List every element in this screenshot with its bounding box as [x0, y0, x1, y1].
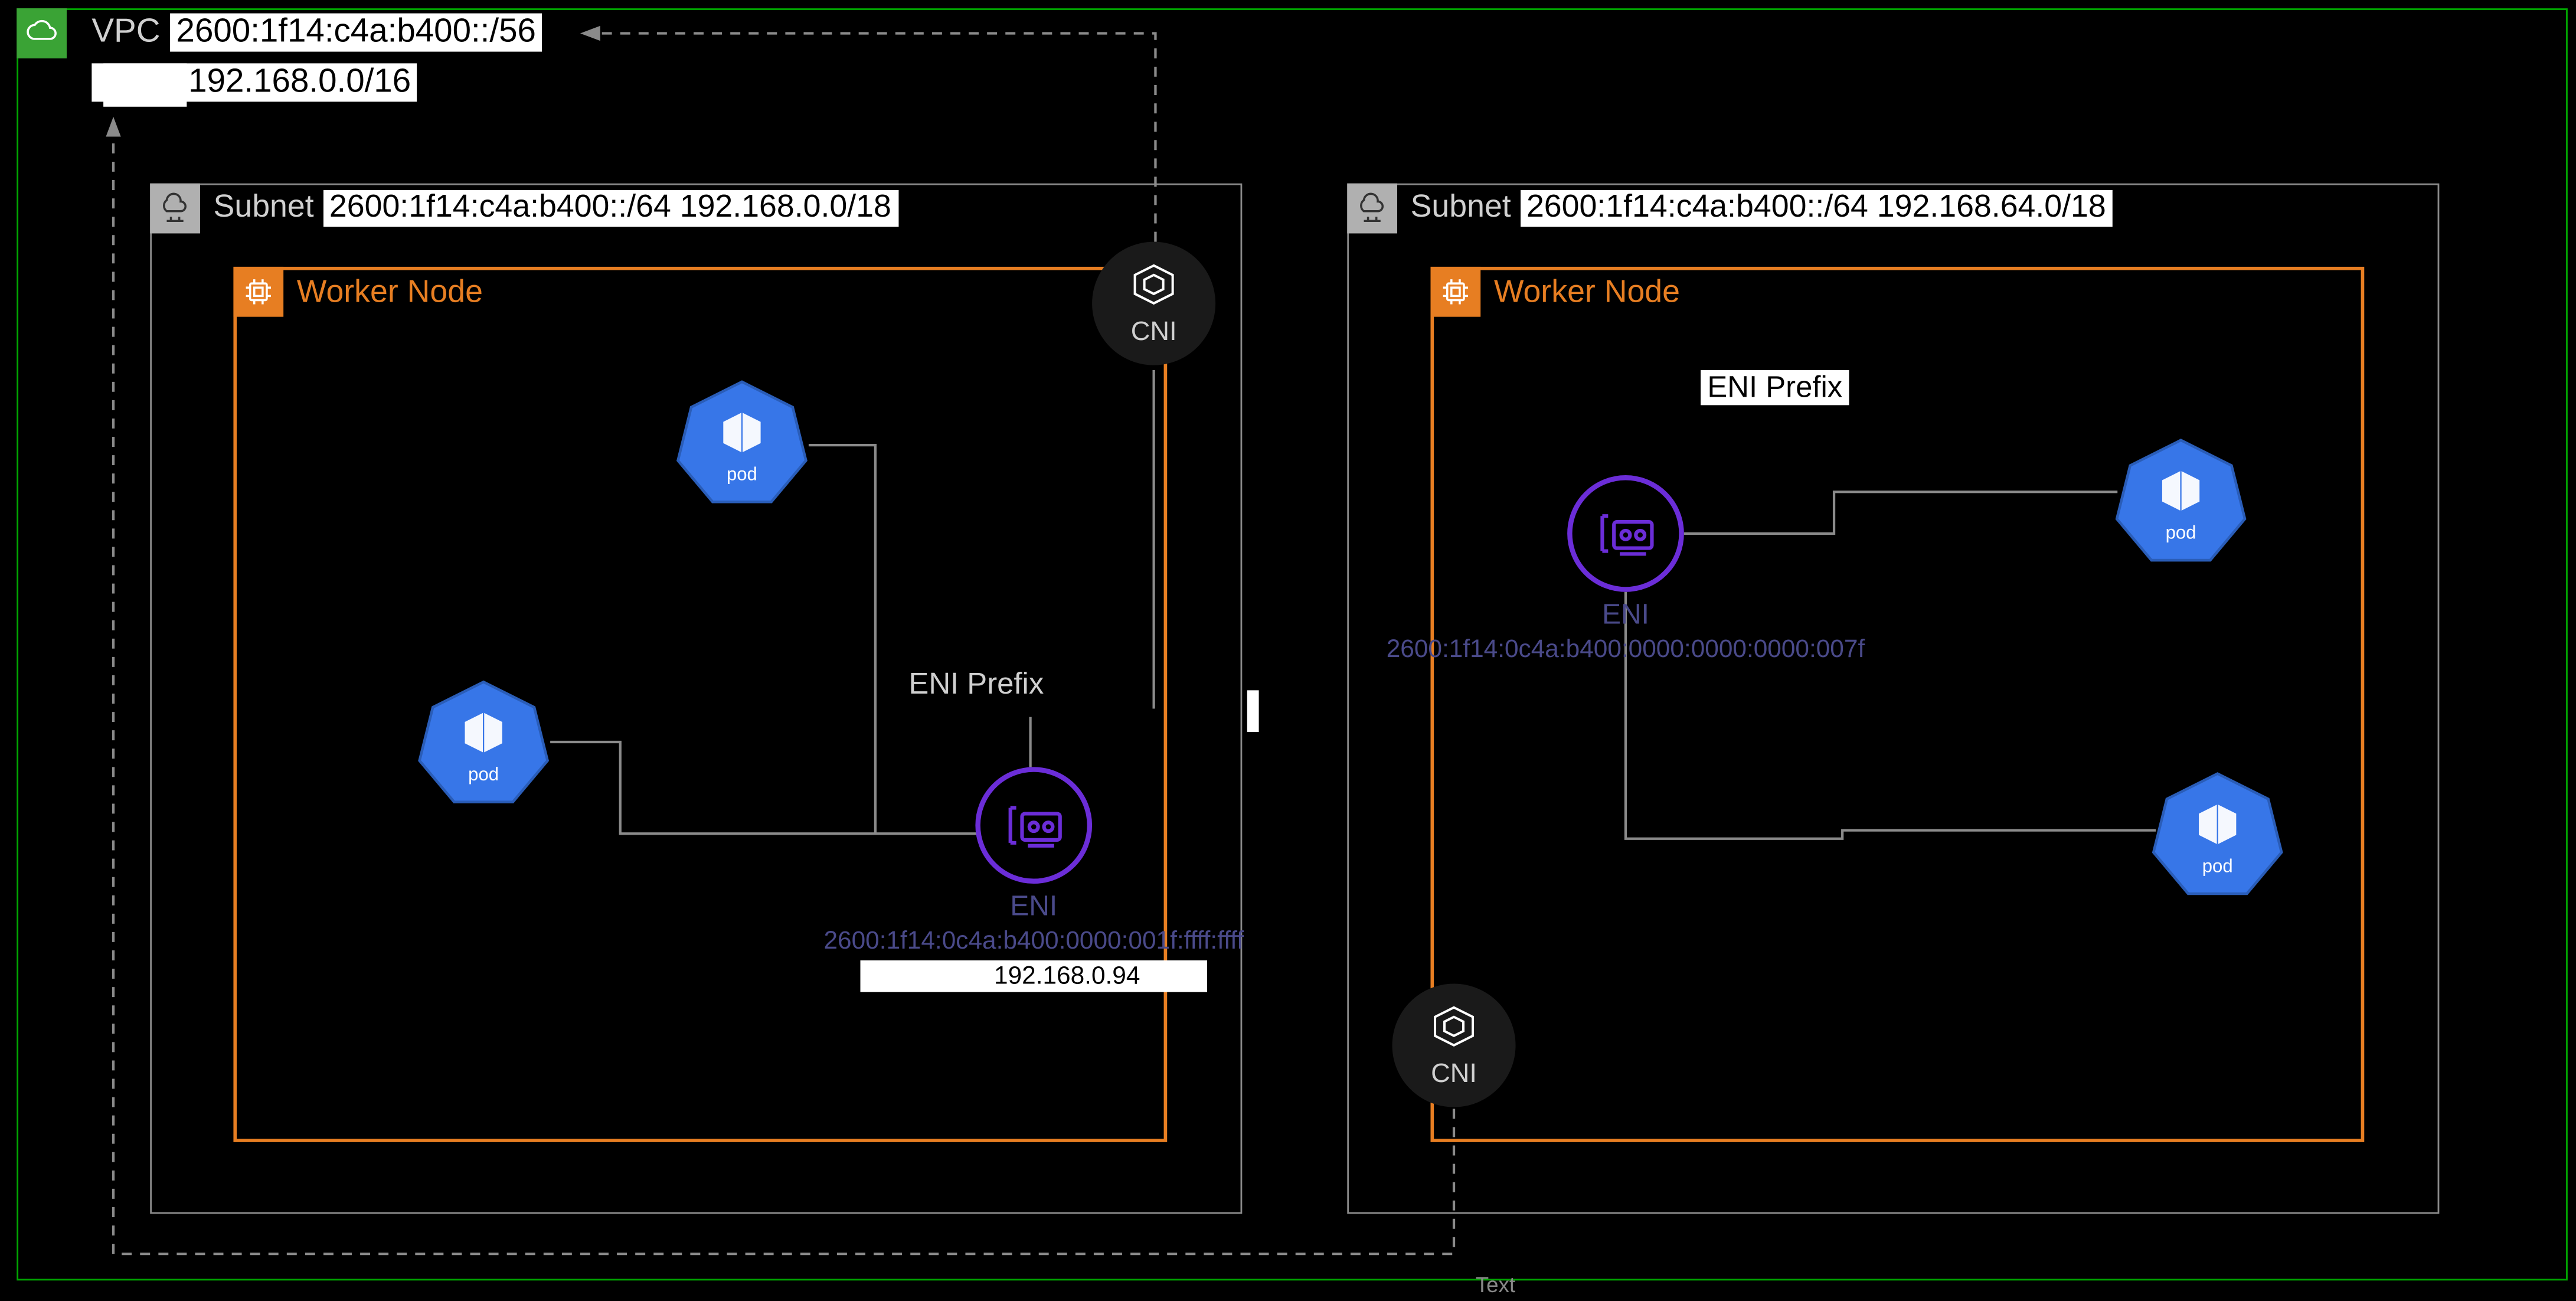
vpc-label-text: VPC	[91, 14, 160, 50]
subnet-cidr: 2600:1f14:c4a:b400::/64 192.168.64.0/18	[1520, 190, 2113, 227]
subnet-label-text: Subnet	[1411, 190, 1511, 225]
cni-label: CNI	[1431, 1060, 1477, 1090]
vpc-label: VPC 2600:1f14:c4a:b400::/56	[91, 14, 542, 52]
eni-ipv4-0: 192.168.0.94	[750, 960, 1317, 992]
cni-0: CNI	[1092, 242, 1215, 365]
eni-label-0: ENI	[784, 890, 1284, 923]
pod-label: pod	[2151, 857, 2284, 877]
eni-0	[975, 767, 1092, 884]
cni-1: CNI	[1392, 984, 1516, 1107]
pod-0-1: pod	[675, 375, 809, 509]
vpc-icon	[17, 8, 67, 58]
pod-0-0: pod	[417, 675, 550, 809]
eni-1	[1567, 475, 1684, 592]
cni-label: CNI	[1131, 318, 1177, 348]
pod-1-0: pod	[2114, 433, 2248, 567]
vpc-cidr-v6: 2600:1f14:c4a:b400::/56	[169, 14, 542, 52]
worker-icon-0	[233, 267, 283, 317]
white-blob-1	[103, 63, 187, 106]
caption-text: Text	[1476, 1272, 1515, 1297]
eni-label-1: ENI	[1375, 599, 1875, 632]
subnet-label-text: Subnet	[214, 190, 314, 225]
eni-ipv6-0: 2600:1f14:0c4a:b400:0000:001f:ffff:ffff	[750, 927, 1317, 955]
worker-label-0: Worker Node	[297, 275, 483, 312]
pod-label: pod	[2114, 524, 2248, 544]
worker-icon-1	[1431, 267, 1481, 317]
pod-label: pod	[675, 465, 809, 485]
eni-prefix-1: ENI Prefix	[1701, 370, 1849, 405]
subnet-label-0: Subnet 2600:1f14:c4a:b400::/64 192.168.0…	[214, 190, 898, 227]
pod-1-1: pod	[2151, 767, 2284, 900]
subnet-cidr: 2600:1f14:c4a:b400::/64 192.168.0.0/18	[323, 190, 898, 227]
worker-label-1: Worker Node	[1494, 275, 1680, 312]
eni-ipv6-1: 2600:1f14:0c4a:b400:0000:0000:0000:007f	[1342, 635, 1909, 663]
eni-prefix-0: ENI Prefix	[908, 667, 1044, 702]
subnet-icon-0	[150, 184, 200, 234]
white-blob-0	[1247, 690, 1259, 732]
pod-label: pod	[417, 765, 550, 785]
worker-box-1	[1431, 267, 2365, 1142]
subnet-icon-1	[1347, 184, 1397, 234]
subnet-label-1: Subnet 2600:1f14:c4a:b400::/64 192.168.6…	[1411, 190, 2113, 227]
